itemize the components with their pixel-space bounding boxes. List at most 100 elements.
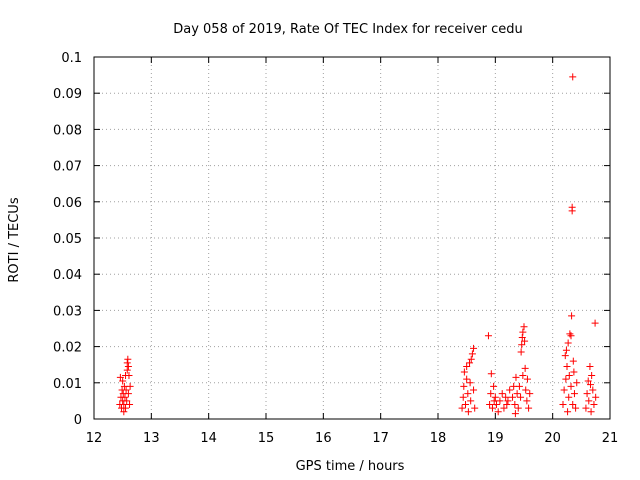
data-point <box>471 404 479 412</box>
data-point <box>123 359 131 367</box>
data-point <box>523 397 531 405</box>
x-tick-label: 16 <box>315 431 332 446</box>
data-point <box>561 352 569 360</box>
data-point <box>466 359 474 367</box>
x-tick-label: 13 <box>143 431 160 446</box>
data-point <box>490 382 498 390</box>
gridlines <box>94 57 610 419</box>
x-tick-label: 20 <box>544 431 561 446</box>
data-point <box>517 393 525 401</box>
data-point <box>460 382 468 390</box>
data-point <box>460 368 468 376</box>
data-point <box>519 328 527 336</box>
data-point <box>591 319 599 327</box>
data-point <box>467 355 475 363</box>
data-point <box>462 401 470 409</box>
data-point <box>463 363 471 371</box>
data-point <box>564 339 572 347</box>
data-point <box>520 323 528 331</box>
data-point <box>122 404 130 412</box>
data-point <box>567 382 575 390</box>
y-tick-label: 0.1 <box>61 51 82 66</box>
data-point <box>125 372 133 380</box>
data-point <box>466 379 474 387</box>
y-tick-label: 0.01 <box>53 377 82 392</box>
y-tick-label: 0.08 <box>53 123 82 138</box>
data-point <box>491 393 499 401</box>
y-tick-label: 0.06 <box>53 196 82 211</box>
x-tick-label: 19 <box>487 431 504 446</box>
data-point <box>464 408 472 416</box>
data-point <box>121 393 129 401</box>
data-point <box>570 390 578 398</box>
data-point <box>569 401 577 409</box>
data-point <box>496 397 504 405</box>
data-point <box>562 375 570 383</box>
data-point <box>487 390 495 398</box>
data-point <box>468 350 476 358</box>
data-point <box>464 390 472 398</box>
data-point <box>511 410 519 418</box>
data-point <box>586 363 594 371</box>
data-point <box>492 401 500 409</box>
data-point <box>587 408 595 416</box>
x-tick-label: 18 <box>430 431 447 446</box>
data-point <box>518 334 526 342</box>
data-point <box>585 397 593 405</box>
data-point <box>521 364 529 372</box>
data-point <box>562 346 570 354</box>
data-point <box>494 408 502 416</box>
x-axis-label: GPS time / hours <box>296 459 405 474</box>
data-point <box>122 386 130 394</box>
data-point <box>463 375 471 383</box>
data-point <box>119 377 127 385</box>
data-point <box>564 408 572 416</box>
data-points <box>116 73 600 418</box>
data-point <box>559 401 567 409</box>
data-point <box>124 363 132 371</box>
data-point <box>590 401 598 409</box>
y-tick-label: 0.04 <box>53 268 82 283</box>
data-point <box>487 370 495 378</box>
data-point <box>565 393 573 401</box>
data-point <box>459 393 467 401</box>
y-tick-label: 0.03 <box>53 304 82 319</box>
data-point <box>511 401 519 409</box>
data-point <box>124 390 132 398</box>
x-tick-label: 21 <box>602 431 619 446</box>
data-point <box>526 390 534 398</box>
data-point <box>484 332 492 340</box>
data-point <box>518 341 526 349</box>
data-point <box>123 366 131 374</box>
y-tick-label: 0.07 <box>53 160 82 175</box>
data-point <box>572 404 580 412</box>
data-point <box>589 386 597 394</box>
x-tick-label: 12 <box>86 431 103 446</box>
x-tick-label: 17 <box>372 431 389 446</box>
data-point <box>525 404 533 412</box>
data-point <box>563 363 571 371</box>
data-point <box>570 368 578 376</box>
data-point <box>560 386 568 394</box>
data-point <box>569 73 577 81</box>
data-point <box>513 390 521 398</box>
y-tick-label: 0.05 <box>53 232 82 247</box>
y-tick-label: 0 <box>74 413 82 428</box>
data-point <box>569 357 577 365</box>
x-tick-label: 15 <box>258 431 275 446</box>
data-point <box>583 390 591 398</box>
x-tick-label: 14 <box>200 431 217 446</box>
data-point <box>116 373 124 381</box>
data-point <box>567 332 575 340</box>
chart-title: Day 058 of 2019, Rate Of TEC Index for r… <box>173 22 523 37</box>
data-point <box>458 404 466 412</box>
data-point <box>523 375 531 383</box>
y-axis-label: ROTI / TECUs <box>7 197 22 282</box>
data-point <box>126 401 134 409</box>
y-tick-label: 0.09 <box>53 87 82 102</box>
data-point <box>504 397 512 405</box>
data-point <box>517 348 525 356</box>
y-tick-label: 0.02 <box>53 341 82 356</box>
data-point <box>568 312 576 320</box>
